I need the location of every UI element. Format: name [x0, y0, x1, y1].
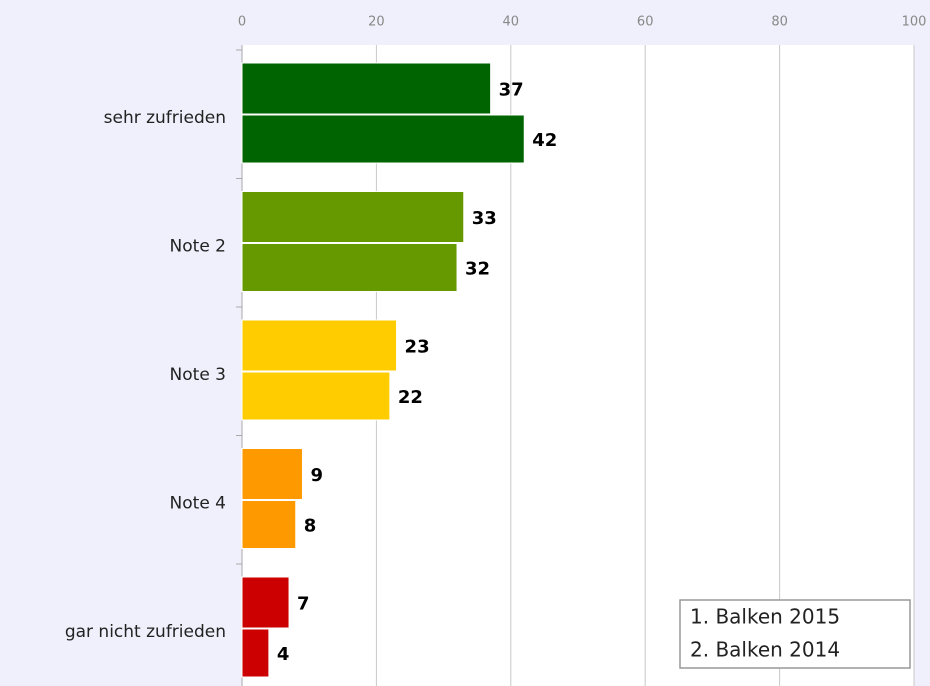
- x-tick-label: 80: [771, 15, 788, 30]
- bar: [241, 371, 391, 421]
- legend-entry: 2. Balken 2014: [690, 638, 840, 662]
- x-tick-label: 100: [902, 15, 927, 30]
- data-label: 32: [465, 259, 490, 280]
- x-tick-label: 0: [238, 15, 246, 30]
- data-label: 8: [304, 516, 317, 537]
- x-tick-label: 60: [637, 15, 654, 30]
- bar: [241, 114, 525, 164]
- y-tick-label: gar nicht zufrieden: [65, 622, 226, 642]
- data-label: 23: [405, 337, 430, 358]
- data-label: 37: [499, 80, 524, 101]
- data-label: 7: [297, 594, 310, 615]
- bar: [241, 628, 270, 678]
- legend-box: [679, 599, 911, 669]
- data-label: 4: [277, 644, 290, 665]
- bar: [241, 62, 492, 115]
- legend-entry: 1. Balken 2015: [690, 605, 840, 629]
- data-label: 22: [398, 387, 423, 408]
- x-tick-label: 20: [368, 15, 385, 30]
- bar: [241, 191, 465, 243]
- bar: [241, 243, 458, 292]
- bar: [241, 576, 290, 629]
- y-tick-label: Note 3: [170, 365, 226, 385]
- y-tick-label: sehr zufrieden: [104, 108, 226, 128]
- bar: [241, 319, 398, 372]
- data-label: 9: [310, 465, 323, 486]
- data-label: 33: [472, 208, 497, 229]
- y-tick-label: Note 4: [170, 494, 226, 514]
- bar: [241, 500, 297, 549]
- y-tick-label: Note 2: [170, 237, 226, 257]
- x-tick-label: 40: [503, 15, 520, 30]
- data-label: 42: [532, 130, 557, 151]
- bar: [241, 448, 303, 500]
